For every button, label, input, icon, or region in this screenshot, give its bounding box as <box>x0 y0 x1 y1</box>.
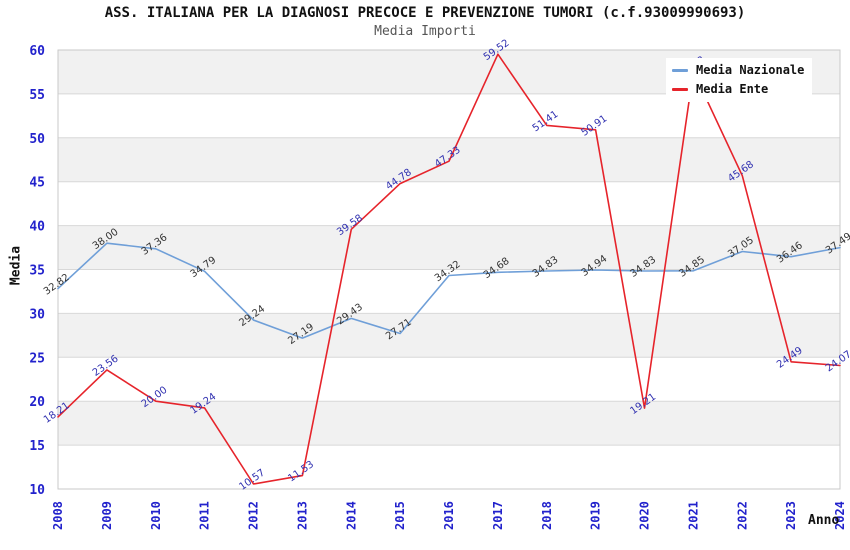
x-tick-label: 2009 <box>100 501 114 530</box>
x-tick-label: 2013 <box>295 501 309 530</box>
plot-band <box>58 269 840 314</box>
plot-band <box>58 357 840 402</box>
plot-band <box>58 313 840 358</box>
x-tick-label: 2018 <box>540 501 554 530</box>
plot-band <box>58 181 840 226</box>
y-tick-label: 35 <box>29 264 45 279</box>
y-tick-label: 15 <box>29 439 45 454</box>
x-tick-label: 2024 <box>833 501 847 530</box>
x-tick-label: 2014 <box>344 501 358 530</box>
x-tick-label: 2017 <box>491 501 505 530</box>
legend-item-media-nazionale[interactable]: Media Nazionale <box>672 63 806 77</box>
x-tick-label: 2019 <box>589 501 603 530</box>
plot-band <box>58 445 840 489</box>
y-tick-label: 40 <box>29 220 45 235</box>
x-tick-label: 2010 <box>149 501 163 530</box>
y-axis-title: Media <box>8 245 24 286</box>
legend-label: Media Ente <box>696 82 769 96</box>
legend-item-media-ente[interactable]: Media Ente <box>672 82 806 96</box>
legend-swatch-ente-icon <box>672 87 688 91</box>
y-tick-label: 50 <box>29 132 45 147</box>
y-tick-label: 20 <box>29 395 45 410</box>
x-tick-label: 2011 <box>198 501 212 530</box>
series-line-media-nazionale <box>57 242 841 339</box>
plot-border <box>57 49 841 490</box>
series-line-media-ente <box>57 53 841 485</box>
plot-band <box>58 225 840 270</box>
y-tick-label: 60 <box>29 44 45 59</box>
x-tick-label: 2023 <box>784 501 798 530</box>
x-tick-label: 2021 <box>686 501 700 530</box>
x-tick-label: 2016 <box>442 501 456 530</box>
chart-title: ASS. ITALIANA PER LA DIAGNOSI PRECOCE E … <box>104 5 746 21</box>
x-tick-label: 2012 <box>247 501 261 530</box>
plot-band <box>58 401 840 446</box>
x-tick-label: 2020 <box>638 501 652 530</box>
x-tick-label: 2022 <box>735 501 749 530</box>
x-axis-title: Anno <box>808 513 840 528</box>
x-tick-label: 2008 <box>51 501 65 530</box>
y-tick-label: 30 <box>29 307 45 322</box>
chart-subtitle: Media Importi <box>374 24 476 39</box>
y-tick-label: 10 <box>29 483 45 498</box>
y-tick-label: 25 <box>29 351 45 366</box>
y-tick-label: 45 <box>29 176 45 191</box>
legend-swatch-nazionale-icon <box>672 68 688 72</box>
x-tick-label: 2015 <box>393 501 407 530</box>
legend: Media Nazionale Media Ente <box>666 58 812 102</box>
y-tick-label: 55 <box>29 88 45 103</box>
legend-label: Media Nazionale <box>696 63 805 77</box>
